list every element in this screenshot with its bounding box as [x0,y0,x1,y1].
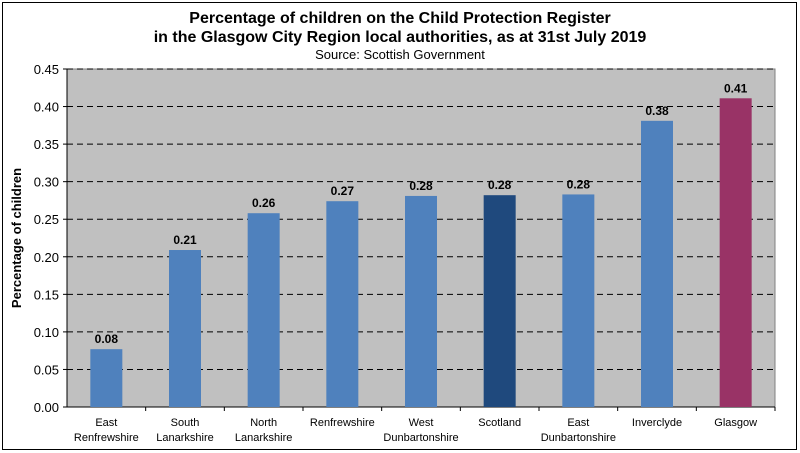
data-label: 0.08 [95,332,119,346]
bar [641,120,673,408]
bar [405,195,437,407]
bar [326,201,359,407]
chart-title-line2: in the Glasgow City Region local authori… [153,29,647,46]
x-tick-label: Lanarkshire [235,432,292,444]
x-tick-label: Dunbartonshire [541,432,616,444]
data-label: 0.26 [252,196,276,210]
x-tick-label: Glasgow [714,417,757,429]
data-label: 0.28 [567,177,591,191]
data-label: 0.28 [409,179,433,193]
y-tick-label: 0.20 [34,250,59,265]
bar [247,213,280,407]
y-tick-label: 0.35 [34,137,59,152]
bar [719,98,752,407]
x-tick-label: East [567,417,589,429]
y-tick-label: 0.30 [34,175,59,190]
bar [562,194,595,407]
chart-subtitle: Source: Scottish Government [315,47,485,62]
data-label: 0.38 [645,104,669,118]
y-tick-label: 0.25 [34,212,59,227]
data-label: 0.21 [173,233,197,247]
x-tick-label: Lanarkshire [156,432,213,444]
y-tick-label: 0.00 [34,400,59,415]
data-label: 0.27 [331,184,355,198]
y-tick-label: 0.15 [34,287,59,302]
data-label: 0.28 [488,178,512,192]
x-tick-label: East [95,417,117,429]
y-tick-label: 0.10 [34,325,59,340]
bar [483,195,516,407]
x-tick-label: Scotland [478,417,521,429]
y-tick-label: 0.40 [34,100,59,115]
x-tick-label: West [409,417,434,429]
x-tick-label: Inverclyde [632,417,682,429]
y-tick-label: 0.05 [34,362,59,377]
x-tick-label: North [250,417,277,429]
x-tick-label: Renfrewshire [74,432,139,444]
y-tick-label: 0.45 [34,62,59,77]
bar [90,349,123,407]
bar [169,250,201,407]
y-axis-label: Percentage of children [9,168,24,308]
chart-title-line1: Percentage of children on the Child Prot… [189,10,611,27]
x-tick-label: Renfrewshire [310,417,375,429]
x-tick-label: South [171,417,200,429]
x-tick-label: Dunbartonshire [383,432,458,444]
data-label: 0.41 [724,81,748,95]
